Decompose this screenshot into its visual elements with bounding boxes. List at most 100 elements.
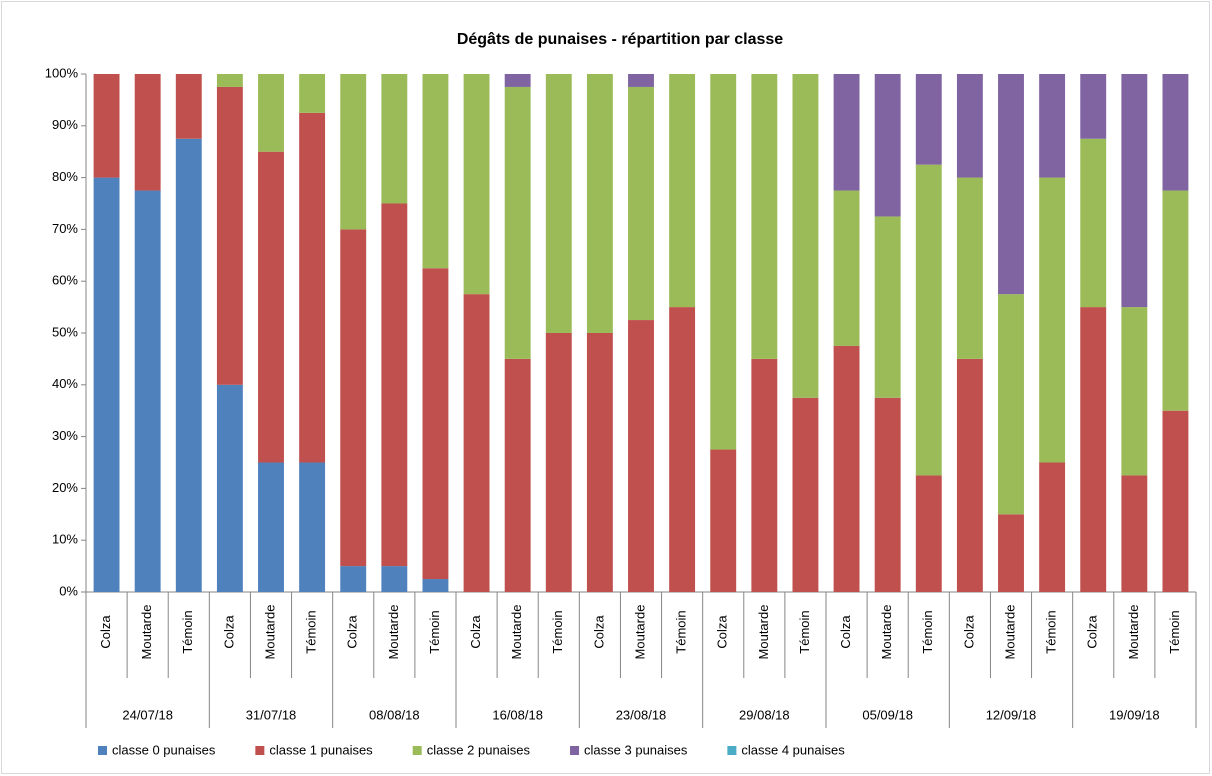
- x-tick-label: Moutarde: [509, 605, 524, 660]
- bar-segment: [258, 151, 284, 463]
- y-tick-label: 100%: [45, 65, 79, 80]
- bar-segment: [422, 268, 449, 580]
- bar-segment: [874, 216, 901, 398]
- x-tick-label: Moutarde: [756, 605, 771, 660]
- y-tick-label: 40%: [52, 376, 78, 391]
- bar-segment: [1080, 74, 1107, 139]
- bar-segment: [134, 190, 161, 593]
- legend-label: classe 1 punaises: [269, 742, 373, 757]
- bar-segment: [463, 294, 490, 592]
- x-tick-label: Témoin: [920, 610, 935, 653]
- bar-segment: [792, 74, 819, 398]
- bar-segment: [956, 358, 983, 592]
- bar-segment: [1162, 74, 1189, 191]
- bar-segment: [628, 86, 654, 321]
- x-tick-label: Colza: [591, 615, 606, 649]
- bar-segment: [710, 449, 737, 592]
- bar-segment: [586, 333, 613, 592]
- x-tick-label: Colza: [468, 615, 483, 649]
- bar-segment: [504, 86, 531, 359]
- bar-segment: [1080, 138, 1107, 308]
- bar-segment: [299, 74, 326, 113]
- x-tick-label: Témoin: [427, 610, 442, 653]
- x-tick-label: Témoin: [180, 610, 195, 653]
- legend-label: classe 3 punaises: [584, 742, 688, 757]
- bar-segment: [751, 358, 778, 592]
- bar-segment: [874, 74, 901, 217]
- bar-segment: [1039, 462, 1066, 592]
- bar-segment: [93, 74, 120, 178]
- bar-segment: [956, 177, 983, 359]
- y-tick-label: 50%: [52, 324, 78, 339]
- bar-segment: [1121, 74, 1148, 308]
- x-tick-label: Colza: [1085, 615, 1100, 649]
- bar-segment: [915, 74, 942, 165]
- legend-swatch: [570, 746, 580, 755]
- x-tick-label: Moutarde: [1126, 605, 1141, 660]
- y-tick-label: 30%: [52, 428, 78, 443]
- bar-segment: [1121, 307, 1148, 476]
- bar-segment: [669, 74, 696, 308]
- bar-segment: [422, 74, 449, 269]
- bar-segment: [381, 566, 408, 592]
- group-label: 12/09/18: [986, 707, 1037, 722]
- x-tick-label: Colza: [838, 615, 853, 649]
- legend-label: classe 4 punaises: [741, 742, 845, 757]
- x-tick-label: Témoin: [1167, 610, 1182, 653]
- x-tick-label: Moutarde: [262, 605, 277, 660]
- x-tick-label: Colza: [221, 615, 236, 649]
- bar-segment: [792, 397, 819, 592]
- bar-segment: [1121, 475, 1148, 592]
- bar-segment: [175, 138, 202, 592]
- bar-segment: [504, 74, 531, 87]
- bar-segment: [1039, 177, 1066, 463]
- group-label: 31/07/18: [246, 707, 297, 722]
- bar-segment: [915, 475, 942, 592]
- bar-segment: [669, 307, 696, 592]
- y-tick-label: 10%: [52, 532, 78, 547]
- group-label: 19/09/18: [1109, 707, 1160, 722]
- bar-segment: [340, 566, 367, 592]
- bar-segment: [545, 74, 572, 333]
- y-tick-label: 60%: [52, 273, 78, 288]
- bar-segment: [710, 74, 737, 450]
- bar-segment: [998, 514, 1024, 592]
- group-label: 08/08/18: [369, 707, 420, 722]
- legend-label: classe 0 punaises: [112, 742, 216, 757]
- bar-segment: [956, 74, 983, 178]
- bar-segment: [1080, 307, 1107, 592]
- legend-swatch: [255, 746, 265, 755]
- group-label: 16/08/18: [492, 707, 543, 722]
- bar-segment: [998, 74, 1024, 295]
- bar-segment: [1162, 410, 1189, 592]
- bar-segment: [833, 74, 860, 191]
- bar-segment: [258, 462, 284, 592]
- group-label: 29/08/18: [739, 707, 790, 722]
- bar-segment: [463, 74, 490, 295]
- x-tick-label: Moutarde: [386, 605, 401, 660]
- x-tick-label: Moutarde: [879, 605, 894, 660]
- bar-segment: [874, 397, 901, 592]
- legend-swatch: [727, 746, 737, 755]
- bar-segment: [751, 74, 778, 359]
- x-tick-label: Colza: [715, 615, 730, 649]
- x-tick-label: Témoin: [797, 610, 812, 653]
- bar-segment: [340, 74, 367, 230]
- bar-segment: [340, 229, 367, 567]
- bar-segment: [422, 579, 449, 592]
- bar-segment: [299, 112, 326, 463]
- bar-segment: [1162, 190, 1189, 411]
- bar-segment: [216, 384, 243, 592]
- y-tick-label: 90%: [52, 117, 78, 132]
- x-tick-label: Témoin: [304, 610, 319, 653]
- x-tick-label: Témoin: [550, 610, 565, 653]
- bar-segment: [915, 164, 942, 476]
- legend-swatch: [412, 746, 422, 755]
- bar-segment: [299, 462, 326, 592]
- bar-segment: [504, 358, 531, 592]
- bar-segment: [586, 74, 613, 333]
- x-tick-label: Colza: [98, 615, 113, 649]
- chart-title: Dégâts de punaises - répartition par cla…: [457, 31, 783, 48]
- x-tick-label: Moutarde: [1002, 605, 1017, 660]
